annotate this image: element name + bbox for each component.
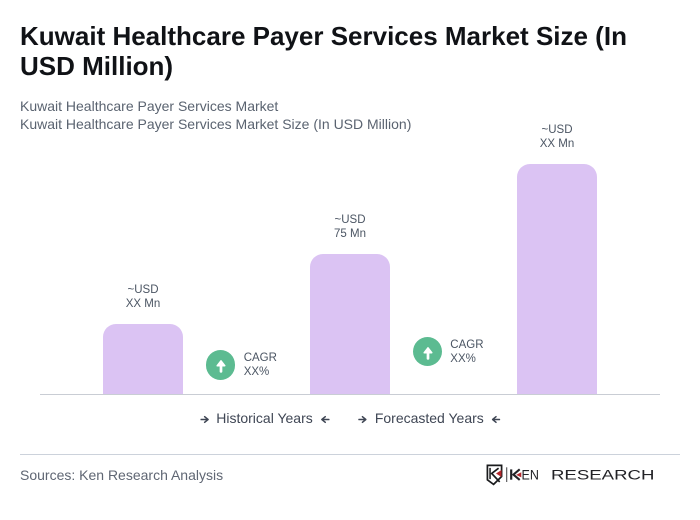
svg-text:EN: EN	[522, 468, 539, 484]
svg-text:RESEARCH: RESEARCH	[551, 468, 654, 484]
